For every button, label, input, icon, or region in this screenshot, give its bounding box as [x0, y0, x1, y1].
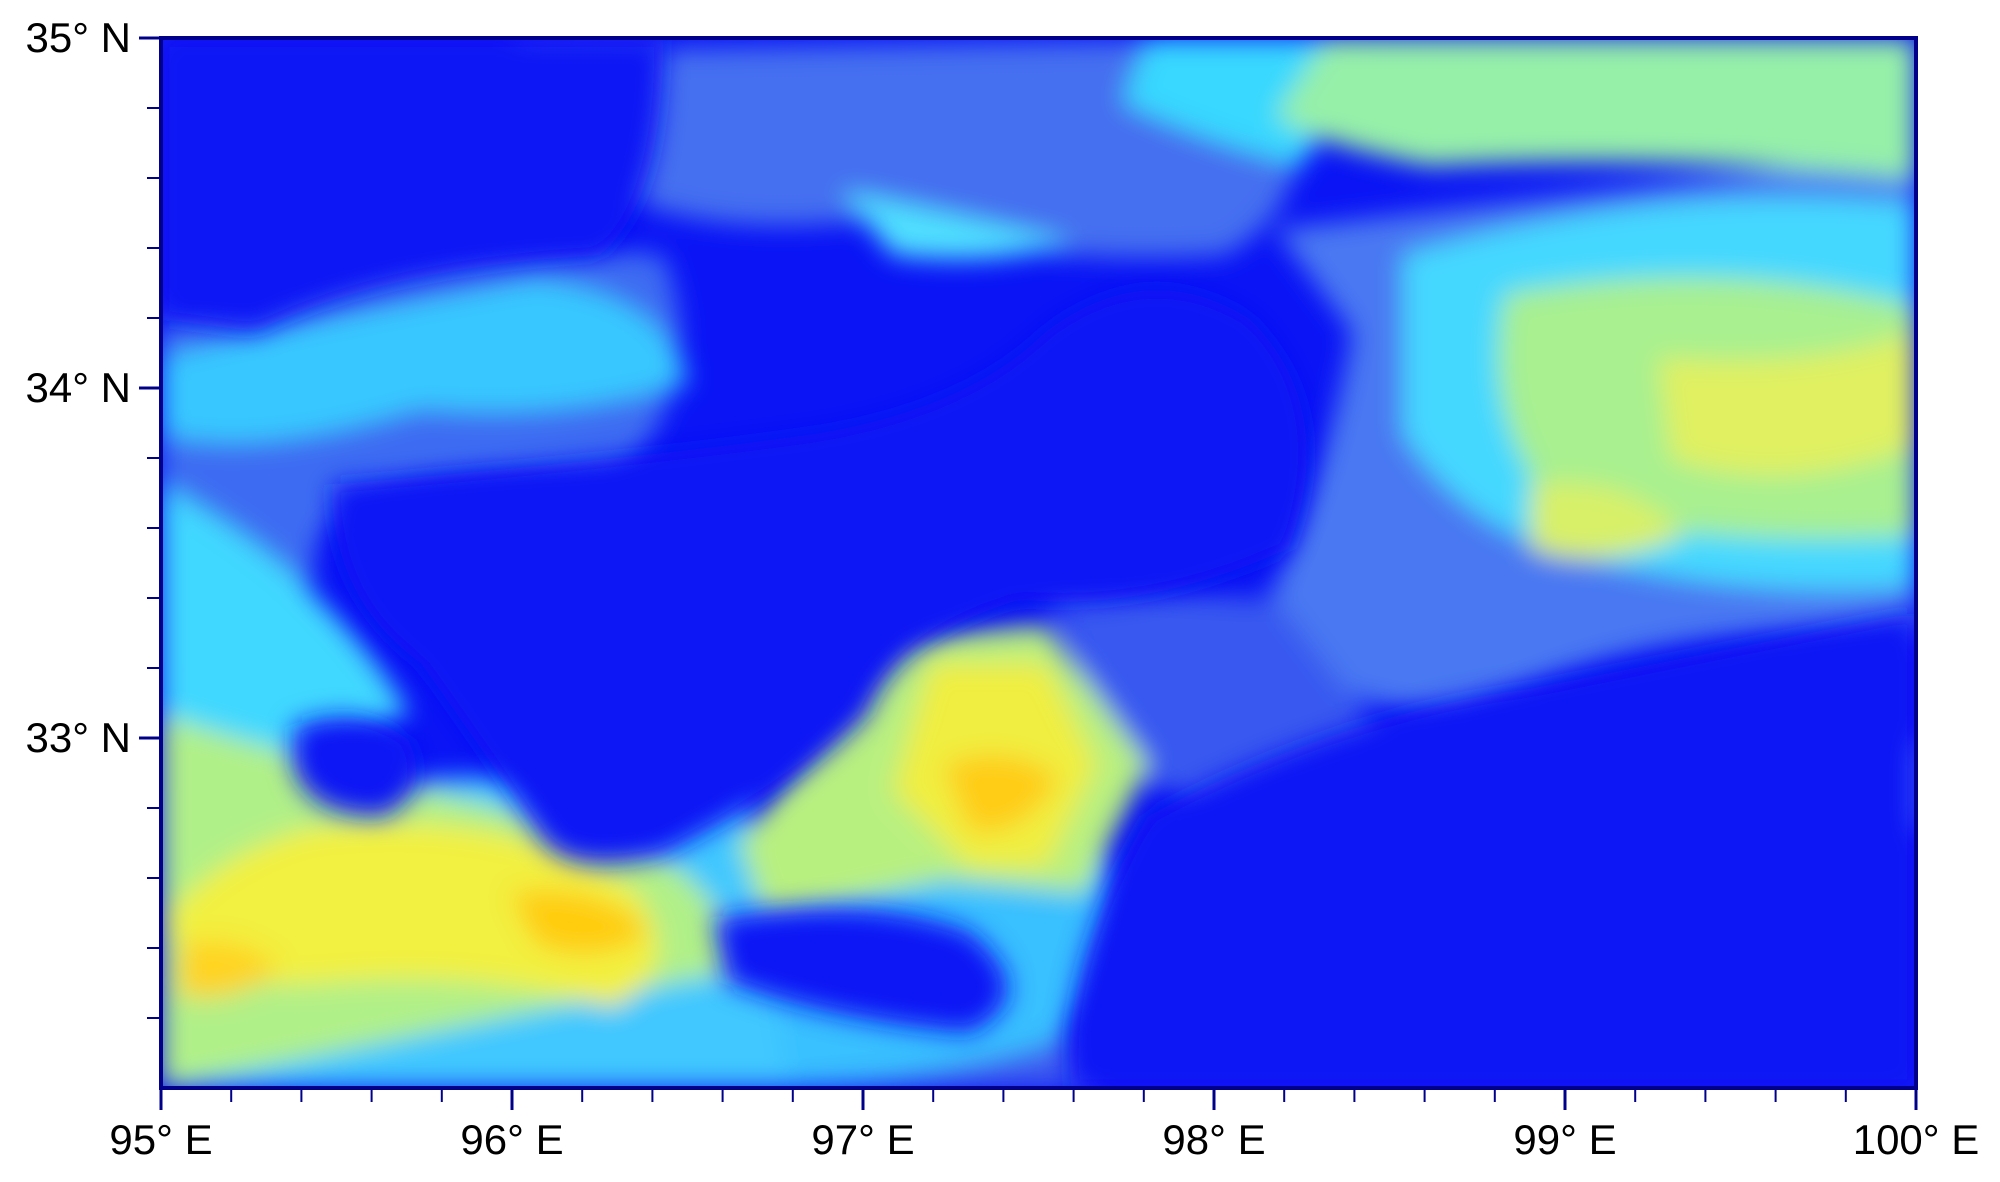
x-tick-label: 96° E [460, 1116, 563, 1163]
y-tick-label: 35° N [25, 14, 131, 61]
y-tick-label: 34° N [25, 364, 131, 411]
raster-low [160, 38, 1916, 1089]
x-tick-label: 98° E [1162, 1116, 1265, 1163]
axes: 95° E 96° E 97° E 98° E 99° E 100° E 33° N 34° … [25, 14, 1979, 1163]
x-tick-label: 95° E [109, 1116, 212, 1163]
y-tick-label: 33° N [25, 714, 131, 761]
raster [160, 38, 1916, 1089]
x-tick-label: 99° E [1513, 1116, 1616, 1163]
plot-frame [159, 36, 1918, 1090]
x-tick-label: 97° E [811, 1116, 914, 1163]
x-tick-label: 100° E [1853, 1116, 1980, 1163]
raster-field [160, 38, 1916, 1089]
